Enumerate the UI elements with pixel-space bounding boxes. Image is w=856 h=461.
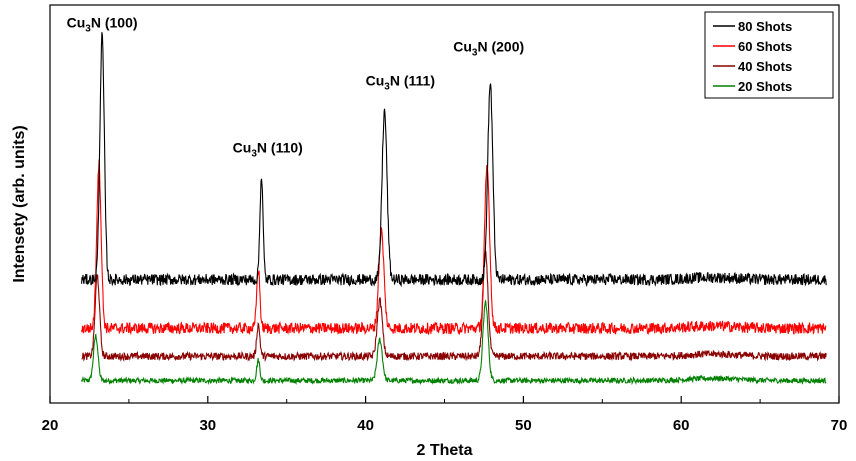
series-line xyxy=(81,159,827,336)
peak-label: Cu3N (111) xyxy=(366,72,435,92)
peak-label: Cu3N (100) xyxy=(67,14,138,34)
y-axis-title: Intensety (arb. units) xyxy=(11,125,28,282)
series-layer xyxy=(81,32,827,386)
legend-label: 20 Shots xyxy=(738,79,792,94)
x-tick-label: 20 xyxy=(42,417,59,434)
series-line xyxy=(81,250,827,363)
x-tick-label: 40 xyxy=(357,417,374,434)
series-line xyxy=(81,32,827,288)
series-line xyxy=(81,299,827,386)
legend-label: 60 Shots xyxy=(738,39,792,54)
x-axis: 20 30 40 50 60 70 xyxy=(42,396,848,434)
x-tick-label: 30 xyxy=(199,417,216,434)
x-tick-label: 50 xyxy=(515,417,532,434)
peak-label: Cu3N (200) xyxy=(453,39,524,59)
x-axis-title: 2 Theta xyxy=(416,442,472,459)
x-tick-label: 70 xyxy=(831,417,848,434)
peak-annotations: Cu3N (100) Cu3N (110) Cu3N (111) Cu3N (200) xyxy=(67,14,525,159)
legend-label: 40 Shots xyxy=(738,59,792,74)
peak-label: Cu3N (110) xyxy=(233,140,303,160)
x-tick-label: 60 xyxy=(673,417,690,434)
legend: 80 Shots 60 Shots 40 Shots 20 Shots xyxy=(704,11,834,99)
legend-label: 80 Shots xyxy=(738,19,792,34)
